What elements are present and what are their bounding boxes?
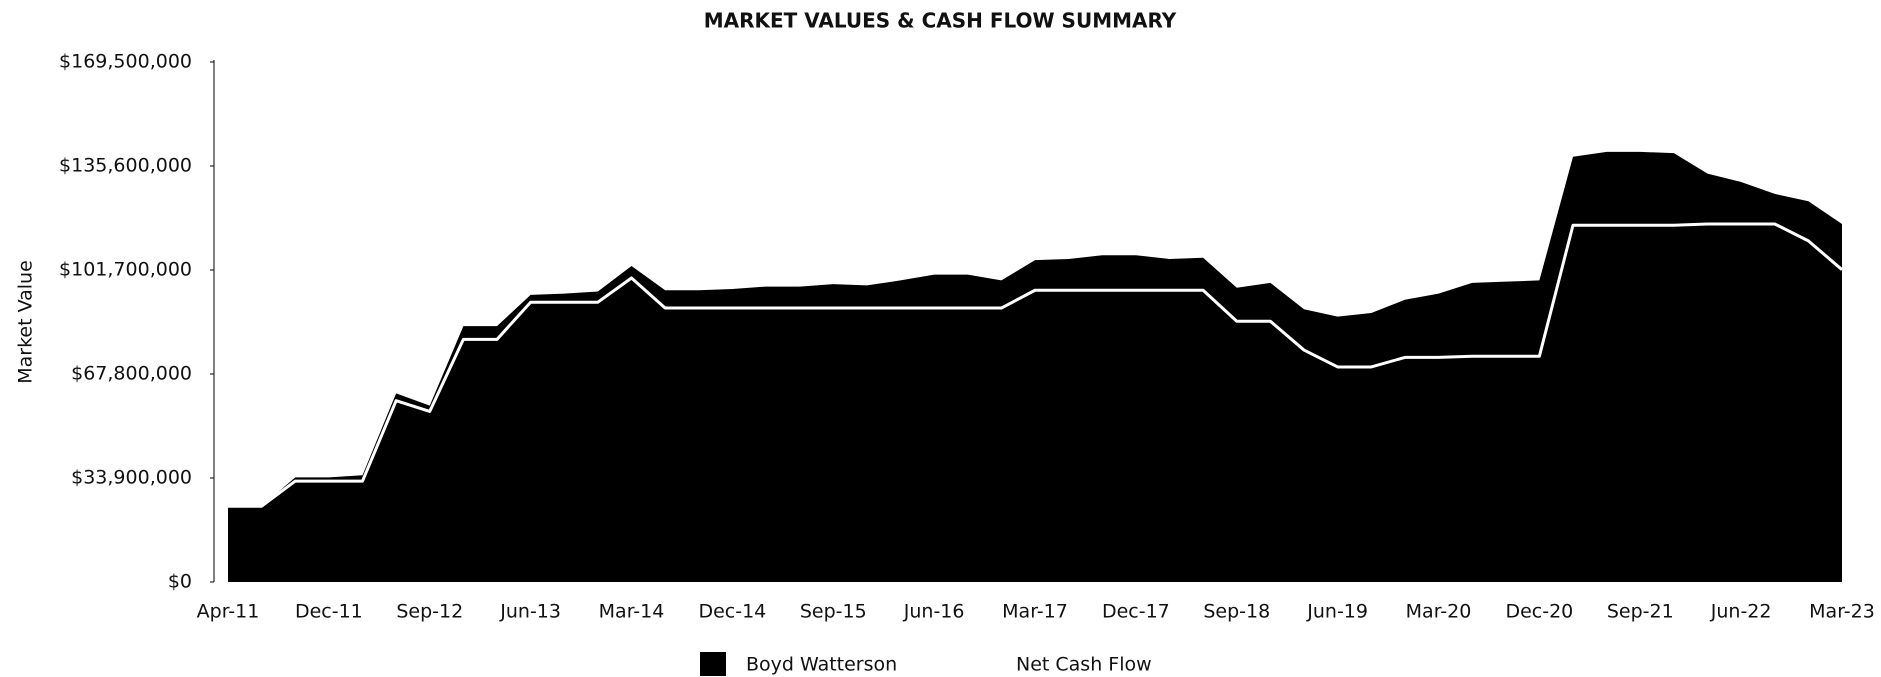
y-tick-label: $33,900,000 [71,467,192,489]
x-tick-label: Apr-11 [197,601,260,623]
x-tick-label: Mar-14 [599,601,665,623]
x-tick-label: Sep-15 [800,601,867,623]
line [228,222,1843,508]
x-tick-label: Jun-19 [1306,601,1368,623]
chart-title: MARKET VALUES & CASH FLOW SUMMARY [704,9,1177,33]
x-tick-label: Dec-20 [1505,601,1573,623]
y-tick-label: $67,800,000 [71,363,192,385]
x-tick-label: Mar-17 [1002,601,1068,623]
y-tick-label: $0 [168,571,192,593]
x-tick-label: Dec-11 [295,601,363,623]
legend-swatch [970,652,996,676]
legend-swatch [700,652,726,676]
x-tick-label: Mar-20 [1406,601,1472,623]
x-tick-label: Mar-23 [1809,601,1875,623]
y-tick-label: $135,600,000 [59,155,192,177]
x-tick-label: Dec-17 [1102,601,1170,623]
y-tick-label: $169,500,000 [59,51,192,73]
x-tick-label: Sep-21 [1607,601,1674,623]
x-tick-label: Jun-16 [903,601,965,623]
x-tick-label: Sep-18 [1203,601,1270,623]
legend-label: Boyd Watterson [746,654,897,676]
x-tick-label: Jun-13 [499,601,561,623]
y-tick-label: $101,700,000 [59,259,192,281]
x-tick-label: Dec-14 [698,601,766,623]
legend-label: Net Cash Flow [1016,654,1152,676]
x-tick-label: Sep-12 [396,601,463,623]
area [228,151,1842,582]
y-axis-label: Market Value [15,260,37,384]
x-tick-label: Jun-22 [1710,601,1772,623]
